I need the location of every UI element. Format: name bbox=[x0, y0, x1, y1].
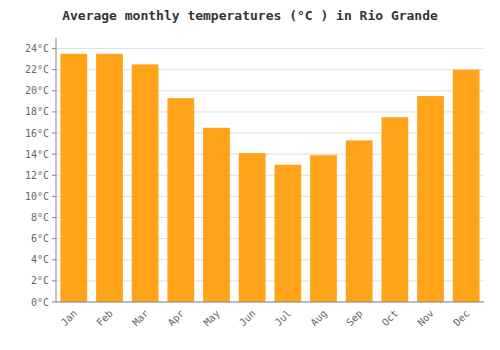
x-tick-label: Oct bbox=[380, 308, 401, 329]
y-tick bbox=[52, 280, 56, 281]
x-tick-label: Jul bbox=[273, 308, 294, 329]
grid-line bbox=[56, 48, 484, 49]
y-axis: 0°C 2°C 4°C 6°C 8°C 10°C 12°C 14°C 16°C 18°C 20°C 2… bbox=[25, 38, 56, 308]
bar bbox=[310, 155, 337, 302]
x-tick-label: Nov bbox=[415, 308, 436, 329]
y-tick bbox=[52, 175, 56, 176]
y-axis-line bbox=[56, 38, 57, 302]
y-tick-label: 24°C bbox=[25, 43, 49, 54]
y-tick-label: 8°C bbox=[31, 212, 49, 223]
y-tick-label: 12°C bbox=[25, 170, 49, 181]
y-tick bbox=[52, 90, 56, 91]
bar bbox=[381, 117, 408, 302]
y-tick bbox=[52, 111, 56, 112]
y-tick bbox=[52, 133, 56, 134]
chart-title: Average monthly temperatures (°C ) in Ri… bbox=[62, 8, 438, 23]
x-tick-label: May bbox=[201, 308, 222, 329]
bar bbox=[274, 165, 301, 302]
y-tick bbox=[52, 238, 56, 239]
y-tick bbox=[52, 217, 56, 218]
x-axis: Jan Feb Mar Apr May Jun Jul Aug Sep Oct Nov Dec bbox=[56, 302, 484, 328]
bar bbox=[453, 70, 480, 302]
y-tick bbox=[52, 69, 56, 70]
x-tick-label: Feb bbox=[94, 308, 115, 329]
x-tick-label: Jun bbox=[237, 308, 258, 329]
y-tick bbox=[52, 302, 56, 303]
bars bbox=[60, 54, 479, 302]
y-tick-label: 4°C bbox=[31, 254, 49, 265]
x-tick-label: Aug bbox=[308, 308, 329, 329]
bar bbox=[132, 64, 159, 302]
x-tick-label: Dec bbox=[451, 308, 472, 329]
y-tick-label: 10°C bbox=[25, 191, 49, 202]
y-tick-label: 20°C bbox=[25, 85, 49, 96]
bar bbox=[203, 128, 230, 302]
y-tick bbox=[52, 196, 56, 197]
bar bbox=[239, 153, 266, 302]
bar bbox=[417, 96, 444, 302]
y-tick-label: 0°C bbox=[31, 297, 49, 308]
y-tick bbox=[52, 154, 56, 155]
y-tick-label: 16°C bbox=[25, 128, 49, 139]
y-tick bbox=[52, 259, 56, 260]
x-tick-label: Apr bbox=[166, 308, 187, 329]
chart-container: Average monthly temperatures (°C ) in Ri… bbox=[0, 0, 500, 350]
y-tick-label: 18°C bbox=[25, 106, 49, 117]
chart-svg: Average monthly temperatures (°C ) in Ri… bbox=[0, 0, 500, 350]
bar bbox=[346, 140, 373, 302]
x-axis-line bbox=[56, 302, 484, 303]
bar bbox=[167, 98, 194, 302]
y-tick-label: 22°C bbox=[25, 64, 49, 75]
grid bbox=[56, 49, 484, 302]
y-tick bbox=[52, 48, 56, 49]
x-tick-label: Mar bbox=[130, 308, 151, 329]
bar bbox=[60, 54, 87, 302]
y-tick-label: 6°C bbox=[31, 233, 49, 244]
bar bbox=[96, 54, 123, 302]
x-tick-label: Jan bbox=[59, 308, 80, 329]
x-tick-label: Sep bbox=[344, 308, 365, 329]
grid-line bbox=[56, 302, 484, 303]
y-tick-label: 14°C bbox=[25, 149, 49, 160]
y-tick-label: 2°C bbox=[31, 275, 49, 286]
